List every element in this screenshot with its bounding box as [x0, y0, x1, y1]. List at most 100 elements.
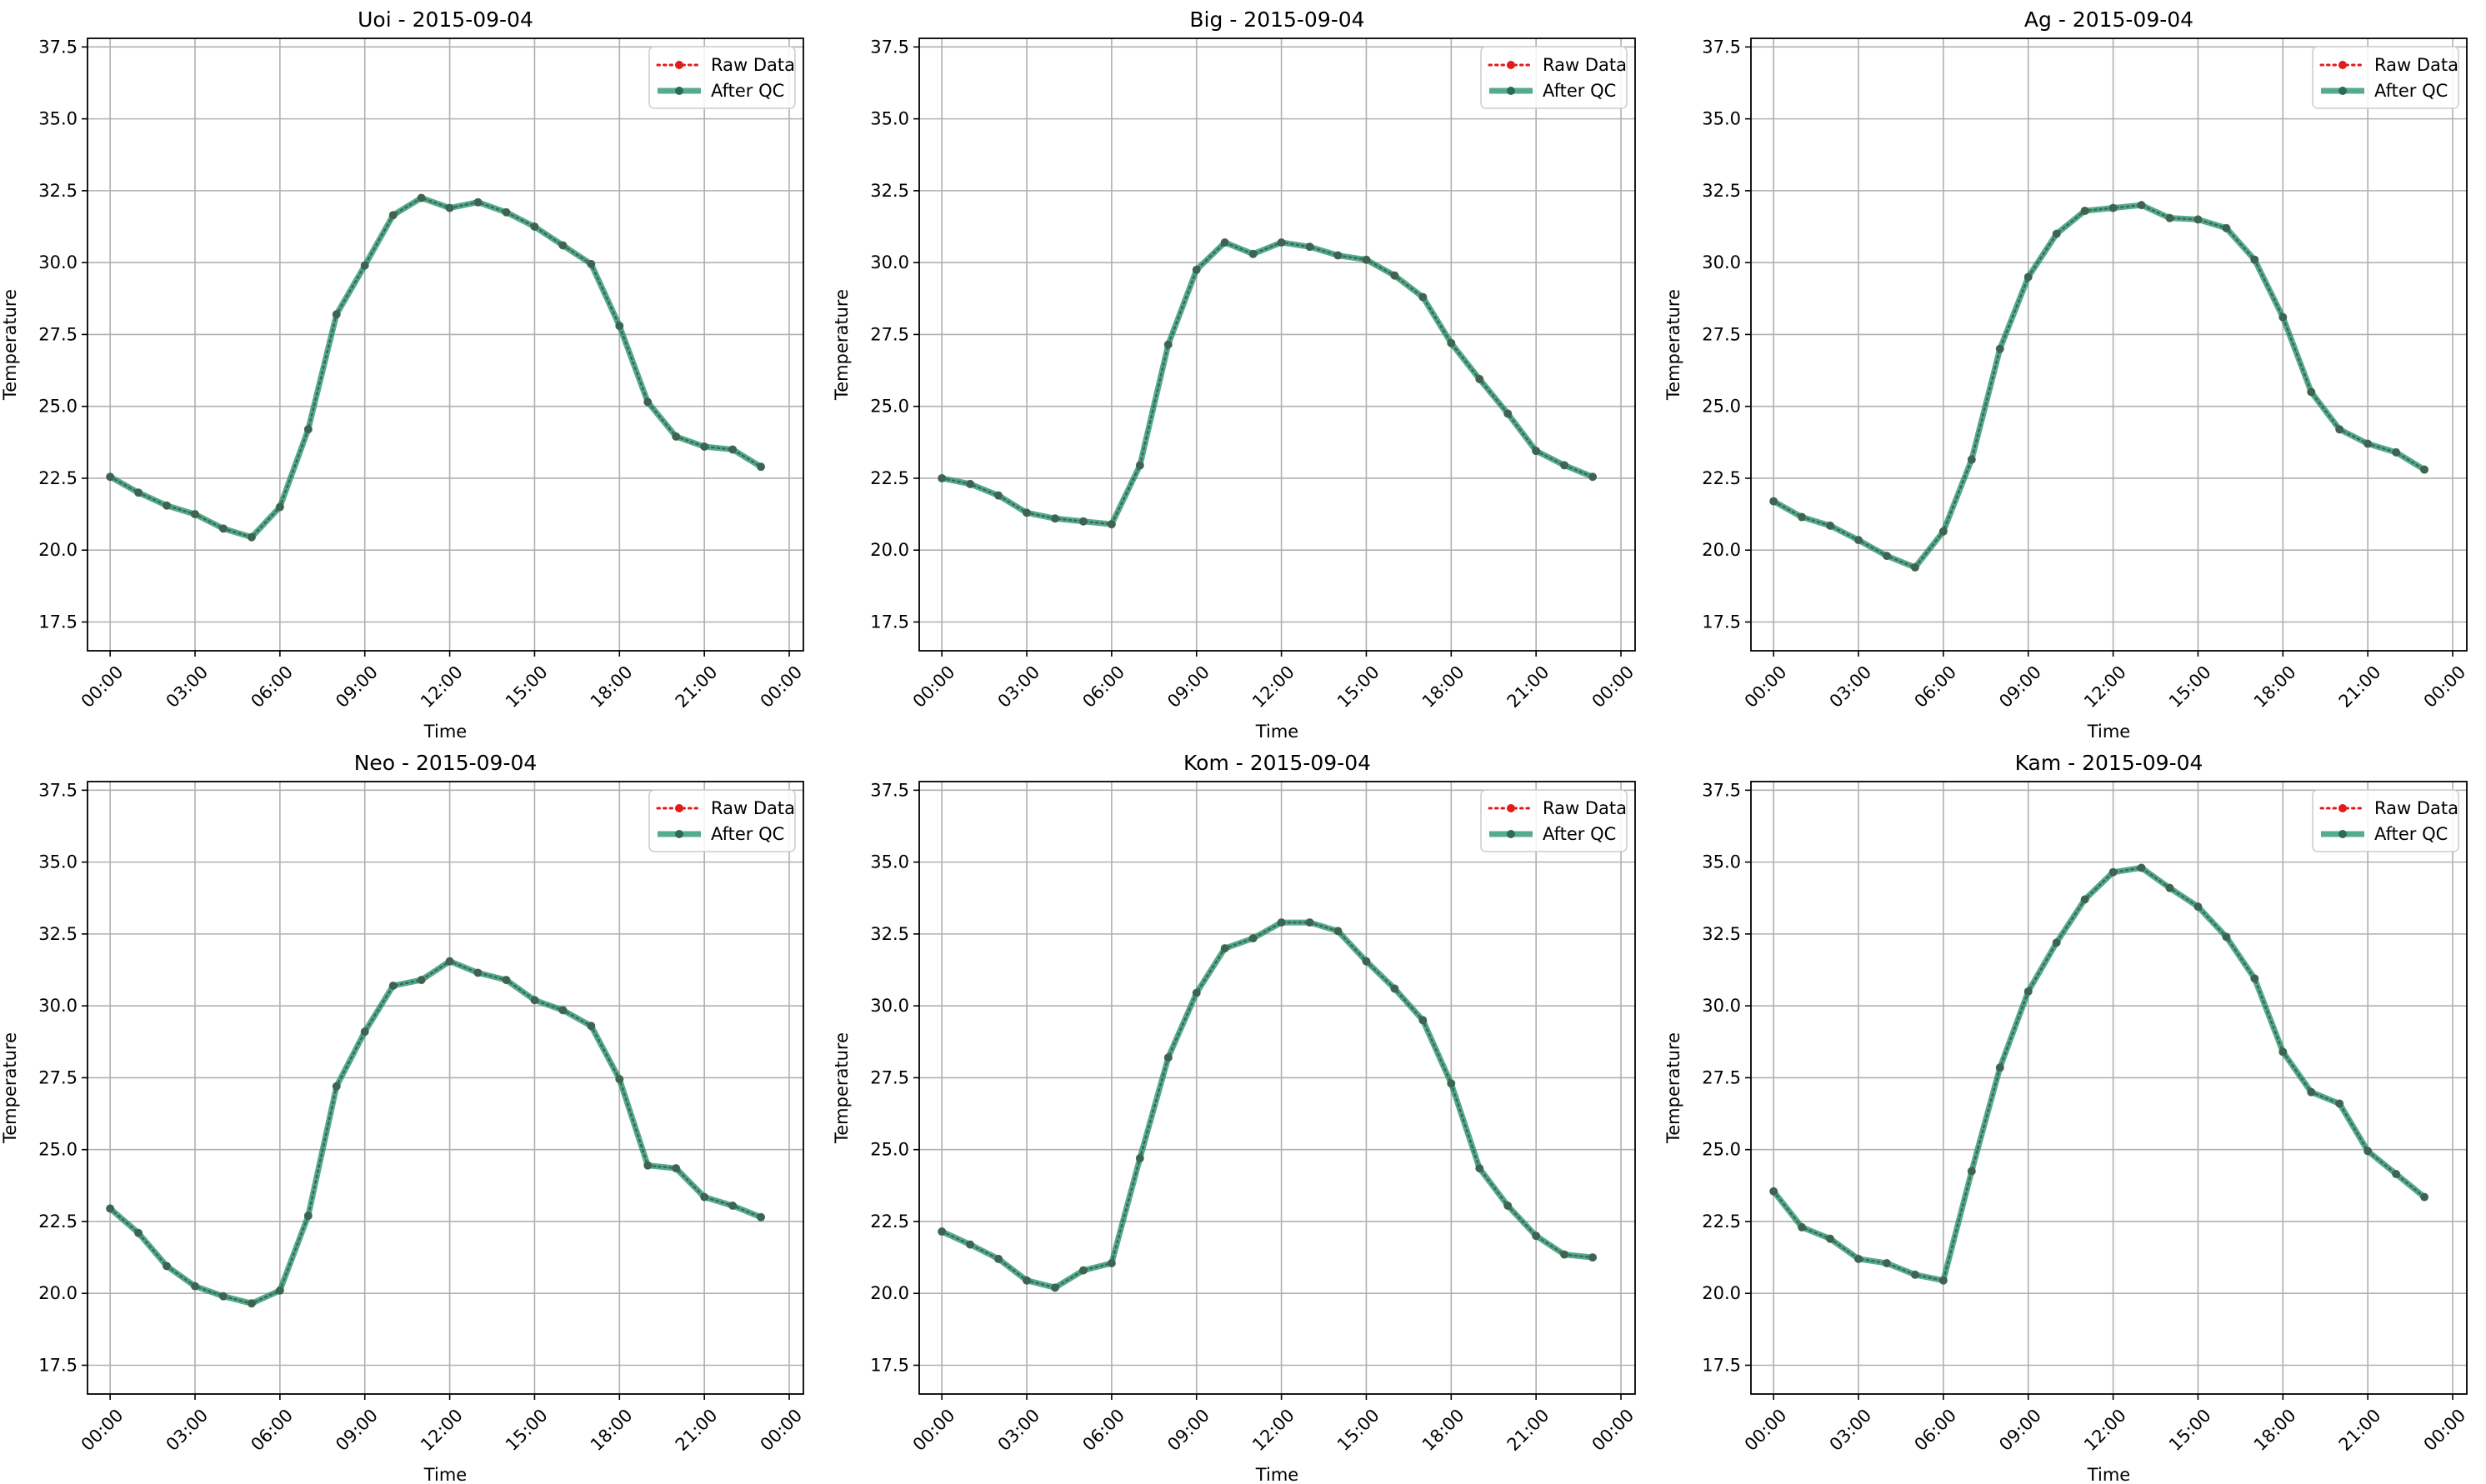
after-qc-point: [2023, 987, 2033, 996]
x-tick-label: 15:00: [502, 662, 552, 712]
x-tick-label: 12:00: [1248, 662, 1298, 712]
after-qc-point: [1192, 988, 1201, 997]
after-qc-point: [275, 502, 284, 512]
after-qc-point: [2108, 867, 2118, 877]
after-qc-point: [445, 957, 454, 966]
y-tick-label: 35.0: [1702, 852, 1741, 872]
x-tick-label: 15:00: [2165, 662, 2215, 712]
after-qc-point: [2278, 1047, 2288, 1057]
after-qc-point: [1023, 508, 1032, 517]
after-qc-point: [938, 473, 947, 482]
y-tick-label: 30.0: [38, 996, 78, 1016]
y-axis-label: Temperature: [0, 289, 20, 401]
legend: Raw Data After QC: [1480, 46, 1628, 109]
after-qc-point: [1826, 1234, 1835, 1243]
x-tick-label: 21:00: [2335, 1405, 2385, 1455]
y-tick-label: 27.5: [870, 324, 909, 344]
after-qc-point: [1135, 461, 1144, 470]
after-qc-point: [672, 432, 681, 441]
after-qc-point: [1050, 1283, 1059, 1292]
x-tick-label: 18:00: [1418, 662, 1468, 712]
series-line-raw-data: [940, 921, 1594, 1289]
y-axis-label: Temperature: [832, 1032, 852, 1144]
plot-area: [919, 782, 1635, 1394]
y-tick-label: 22.5: [38, 1212, 78, 1232]
x-tick-label: 00:00: [757, 662, 807, 712]
y-tick-label: 37.5: [1702, 37, 1741, 57]
after-qc-point: [1938, 527, 1948, 536]
x-tick-label: 03:00: [994, 1405, 1044, 1455]
y-tick-label: 20.0: [870, 1283, 909, 1303]
after-qc-point: [218, 1292, 228, 1301]
y-tick-label: 30.0: [1702, 252, 1741, 272]
legend: Raw Data After QC: [1480, 789, 1628, 852]
x-axis-label: Time: [2087, 722, 2130, 742]
y-tick-label: 17.5: [870, 1355, 909, 1375]
after-qc-point: [332, 1082, 341, 1091]
after-qc-point: [191, 1282, 200, 1291]
after-qc-point: [1447, 338, 1456, 347]
after-qc-point: [1967, 455, 1976, 464]
after-qc-point: [1023, 1276, 1032, 1285]
after-qc-point: [728, 1201, 738, 1210]
after-qc-point: [643, 1161, 653, 1170]
after-qc-point: [1305, 918, 1314, 927]
after-qc-point: [1333, 251, 1343, 260]
after-qc-point: [1938, 1276, 1948, 1285]
legend: Raw Data After QC: [2312, 789, 2459, 852]
x-tick-label: 00:00: [909, 662, 959, 712]
y-axis-label: Temperature: [0, 1032, 20, 1144]
x-tick-label: 15:00: [2165, 1405, 2215, 1455]
after-qc-point: [1390, 984, 1399, 993]
after-qc-point: [1418, 292, 1428, 302]
y-tick-label: 17.5: [1702, 612, 1741, 632]
after-qc-point: [1588, 472, 1598, 482]
after-qc-point: [1882, 552, 1891, 561]
after-qc-point: [2420, 1192, 2429, 1202]
x-tick-label: 00:00: [1741, 1405, 1791, 1455]
y-tick-label: 30.0: [870, 252, 909, 272]
after-qc-point: [303, 425, 313, 434]
x-tick-label: 09:00: [1995, 1405, 2045, 1455]
after-qc-point: [2392, 1170, 2401, 1179]
x-tick-label: 06:00: [1078, 662, 1128, 712]
y-tick-label: 22.5: [870, 1212, 909, 1232]
after-qc-point: [1882, 1258, 1891, 1267]
y-tick-label: 27.5: [38, 324, 78, 344]
after-qc-point: [2080, 207, 2089, 216]
after-qc-point: [757, 1212, 766, 1222]
after-qc-point: [2363, 1147, 2373, 1156]
after-qc-point: [163, 1262, 172, 1271]
after-qc-point: [2278, 312, 2288, 322]
legend-marker-after-qc: [2338, 830, 2347, 838]
after-qc-point: [2250, 255, 2259, 264]
after-qc-point: [247, 1299, 256, 1308]
x-tick-label: 06:00: [247, 662, 297, 712]
after-qc-point: [1220, 944, 1229, 953]
y-tick-label: 32.5: [38, 181, 78, 201]
y-tick-label: 35.0: [38, 109, 78, 129]
after-qc-point: [1995, 344, 2004, 353]
x-tick-label: 00:00: [1588, 662, 1638, 712]
after-qc-point: [303, 1212, 313, 1221]
after-qc-point: [218, 524, 228, 533]
after-qc-point: [1135, 1154, 1144, 1163]
legend-marker-raw-data: [1507, 61, 1515, 69]
legend-marker-after-qc: [675, 87, 683, 95]
y-tick-label: 17.5: [38, 612, 78, 632]
plot-area: [1751, 782, 2467, 1394]
after-qc-point: [473, 197, 483, 207]
x-tick-label: 21:00: [672, 662, 722, 712]
y-tick-label: 25.0: [38, 397, 78, 417]
after-qc-point: [1854, 1254, 1863, 1263]
x-tick-label: 12:00: [1248, 1405, 1298, 1455]
y-tick-label: 17.5: [38, 1355, 78, 1375]
x-tick-label: 00:00: [2420, 1405, 2470, 1455]
x-tick-label: 00:00: [757, 1405, 807, 1455]
series-line-raw-data: [1772, 203, 2426, 569]
x-tick-label: 03:00: [1826, 662, 1876, 712]
after-qc-point: [1769, 1187, 1778, 1196]
after-qc-point: [445, 203, 454, 212]
x-tick-label: 12:00: [417, 1405, 467, 1455]
